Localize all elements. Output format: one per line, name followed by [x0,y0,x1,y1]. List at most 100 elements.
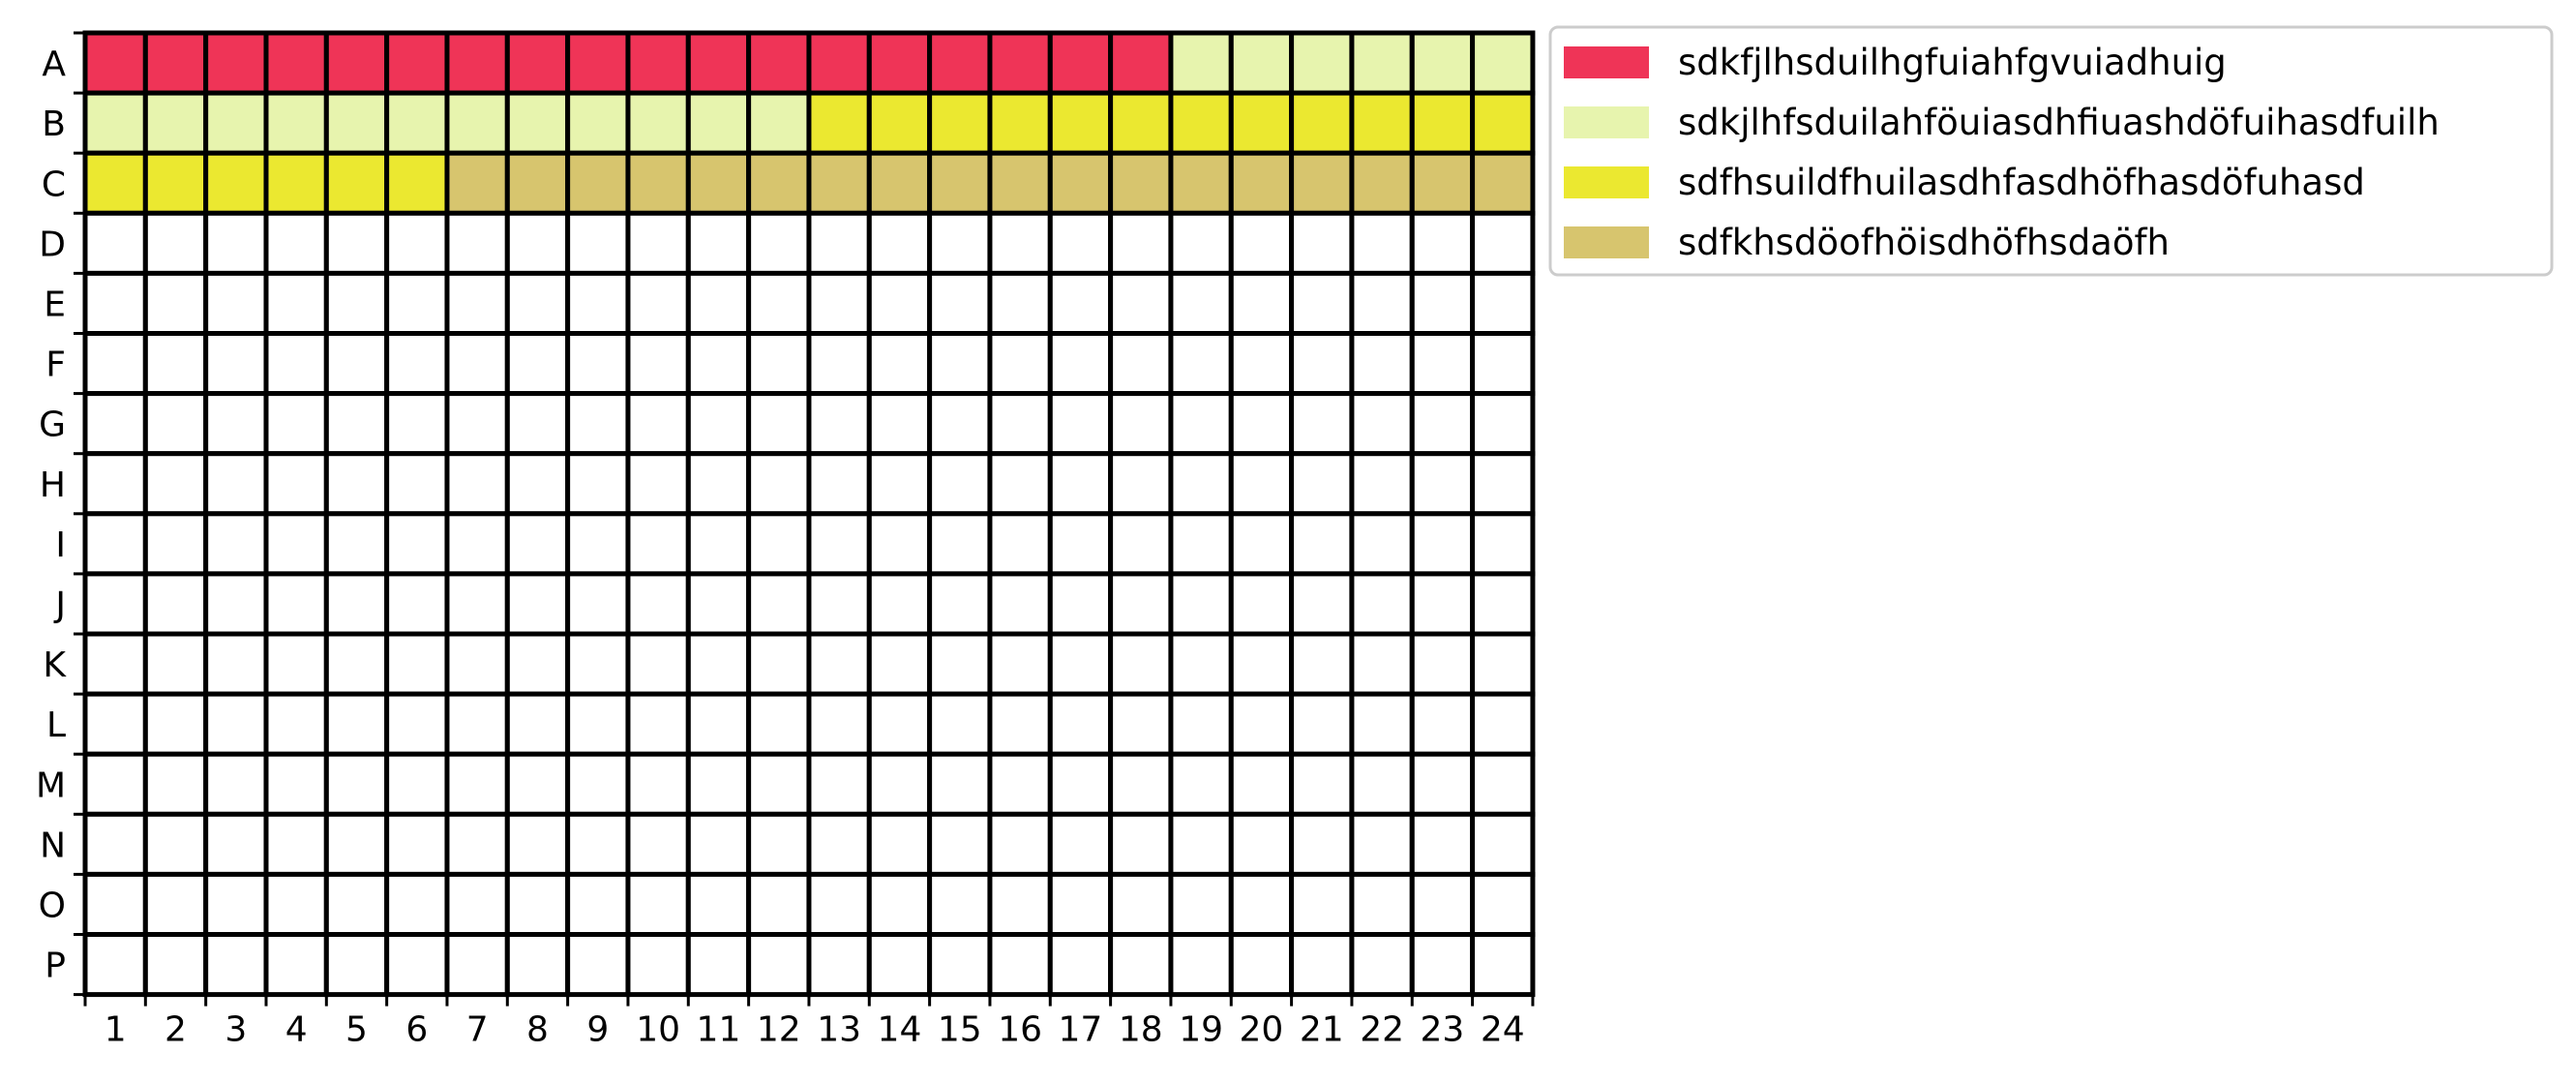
x-tick-label: 20 [1240,1010,1284,1050]
well-cell-P18 [1108,932,1174,998]
well-cell-P14 [866,932,933,998]
well-cell-N16 [987,811,1053,877]
well-cell-A24 [1470,30,1536,96]
well-cell-C17 [1047,150,1114,216]
well-cell-P21 [1289,932,1355,998]
well-cell-D23 [1409,210,1476,276]
well-cell-P10 [625,932,691,998]
well-cell-A17 [1047,30,1114,96]
well-cell-O16 [987,871,1053,938]
well-cell-M23 [1409,751,1476,817]
well-cell-B13 [806,90,872,156]
well-cell-K7 [444,631,510,697]
well-cell-L5 [323,691,390,757]
well-cell-K9 [565,631,631,697]
x-tick-label: 24 [1481,1010,1525,1050]
well-cell-H19 [1168,451,1234,517]
well-cell-M16 [987,751,1053,817]
well-cell-D17 [1047,210,1114,276]
well-cell-B2 [142,90,209,156]
well-cell-G17 [1047,391,1114,457]
well-cell-K24 [1470,631,1536,697]
well-cell-L22 [1349,691,1415,757]
x-tick-label: 15 [938,1010,982,1050]
well-cell-B12 [746,90,812,156]
well-cell-H18 [1108,451,1174,517]
well-cell-J23 [1409,571,1476,637]
well-cell-L7 [444,691,510,757]
well-cell-H20 [1228,451,1295,517]
well-cell-H15 [927,451,993,517]
well-cell-O7 [444,871,510,938]
well-cell-F18 [1108,331,1174,397]
well-cell-F14 [866,331,933,397]
well-cell-G19 [1168,391,1234,457]
well-cell-F22 [1349,331,1415,397]
well-cell-C24 [1470,150,1536,216]
y-tick-label: J [53,586,66,625]
well-cell-M6 [384,751,450,817]
well-cell-P8 [504,932,571,998]
well-cell-E14 [866,270,933,336]
well-cell-M8 [504,751,571,817]
y-tick-label: A [42,45,66,84]
x-tick-label: 9 [586,1010,609,1050]
well-cell-N7 [444,811,510,877]
well-cell-A21 [1289,30,1355,96]
well-cell-O10 [625,871,691,938]
well-cell-L23 [1409,691,1476,757]
well-cell-N10 [625,811,691,877]
well-cell-D11 [685,210,752,276]
well-cell-G4 [263,391,329,457]
well-cell-L11 [685,691,752,757]
well-cell-A12 [746,30,812,96]
well-cell-C6 [384,150,450,216]
well-cell-K14 [866,631,933,697]
well-cell-M12 [746,751,812,817]
well-cell-B9 [565,90,631,156]
well-cell-A19 [1168,30,1234,96]
well-cell-I20 [1228,511,1295,577]
well-cell-B18 [1108,90,1174,156]
well-cell-H12 [746,451,812,517]
well-cell-L4 [263,691,329,757]
x-tick-label: 14 [878,1010,922,1050]
well-cell-D10 [625,210,691,276]
well-cell-N4 [263,811,329,877]
well-cell-I14 [866,511,933,577]
y-tick-label: H [40,466,66,505]
well-cell-G10 [625,391,691,457]
well-cell-C22 [1349,150,1415,216]
y-tick-label: B [42,105,66,144]
well-cell-G22 [1349,391,1415,457]
y-tick-label: G [39,406,66,445]
well-cell-L1 [82,691,148,757]
well-cell-J10 [625,571,691,637]
legend-swatch [1564,106,1649,138]
well-cell-G18 [1108,391,1174,457]
well-cell-I8 [504,511,571,577]
well-cell-A3 [203,30,269,96]
well-cell-G2 [142,391,209,457]
well-cell-D8 [504,210,571,276]
well-cell-P15 [927,932,993,998]
legend-frame [1548,25,2554,277]
well-cell-D7 [444,210,510,276]
well-cell-G23 [1409,391,1476,457]
well-cell-E10 [625,270,691,336]
well-cell-O3 [203,871,269,938]
well-cell-K1 [82,631,148,697]
well-cell-A20 [1228,30,1295,96]
well-cell-A18 [1108,30,1174,96]
well-cell-N21 [1289,811,1355,877]
legend-label: sdkfjlhsduilhgfuiahfgvuiadhuig [1678,42,2227,83]
well-cell-F15 [927,331,993,397]
well-cell-I5 [323,511,390,577]
well-cell-L20 [1228,691,1295,757]
well-cell-I18 [1108,511,1174,577]
well-cell-H13 [806,451,872,517]
well-cell-P13 [806,932,872,998]
well-cell-P5 [323,932,390,998]
well-cell-I7 [444,511,510,577]
well-cell-A5 [323,30,390,96]
